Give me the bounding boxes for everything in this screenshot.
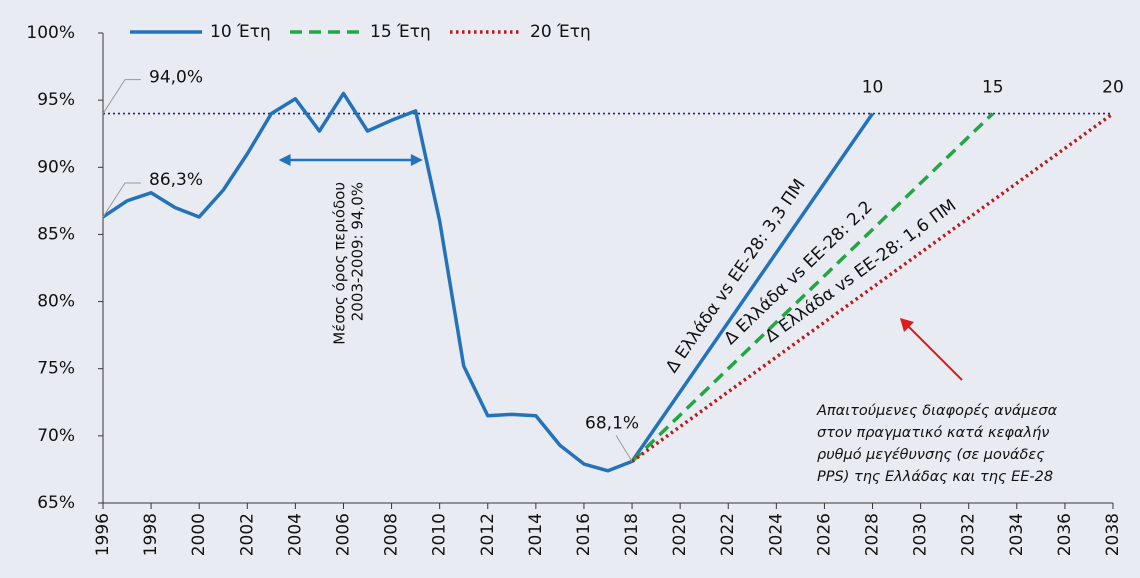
legend-label: 10 Έτη <box>210 22 271 42</box>
note-line: PPS) της Ελλάδας και της ΕΕ-28 <box>817 469 1053 485</box>
y-tick-label: 90% <box>37 157 75 177</box>
y-tick-label: 70% <box>37 426 75 446</box>
note-line: ρυθμό μεγέθυνσης (σε μονάδες <box>817 447 1045 463</box>
leader-line <box>102 182 141 218</box>
note-arrow <box>907 325 963 381</box>
arrow-head <box>410 154 423 166</box>
x-tick-label: 2032 <box>959 513 979 556</box>
x-tick-label: 2012 <box>478 513 498 556</box>
x-tick-label: 2014 <box>526 513 546 556</box>
point-label: 86,3% <box>149 170 203 190</box>
x-tick-label: 1998 <box>141 513 161 556</box>
end-label: 10 <box>862 78 884 98</box>
x-tick-label: 2030 <box>911 513 931 556</box>
leader-line <box>615 435 633 462</box>
reference-label: 94,0% <box>149 68 203 88</box>
period-note: 2003-2009: 94,0% <box>349 182 367 321</box>
end-label: 20 <box>1102 78 1124 98</box>
note-line: στον πραγματικό κατά κεφαλήν <box>817 425 1049 441</box>
x-tick-label: 2016 <box>574 513 594 556</box>
leader-line <box>102 79 141 114</box>
y-tick-label: 80% <box>37 292 75 312</box>
x-tick-label: 2018 <box>622 513 642 556</box>
arrow-head <box>278 154 291 166</box>
note-line: Απαιτούμενες διαφορές ανάμεσα <box>816 403 1058 419</box>
x-tick-label: 2026 <box>814 513 834 556</box>
legend-label: 20 Έτη <box>530 22 591 42</box>
x-tick-label: 2034 <box>1007 513 1027 556</box>
y-tick-label: 95% <box>37 90 75 110</box>
x-tick-label: 2006 <box>333 513 353 556</box>
series-line <box>630 112 994 463</box>
arrow-head <box>900 318 914 332</box>
y-tick-label: 85% <box>37 224 75 244</box>
point-label: 68,1% <box>585 413 639 433</box>
x-tick-label: 2002 <box>237 513 257 556</box>
y-tick-label: 75% <box>37 359 75 379</box>
x-tick-label: 2000 <box>189 513 209 556</box>
x-tick-label: 2036 <box>1055 513 1075 556</box>
end-label: 15 <box>982 78 1004 98</box>
x-tick-label: 2004 <box>285 513 305 556</box>
x-tick-label: 2028 <box>863 513 883 556</box>
x-tick-label: 2010 <box>430 513 450 556</box>
series-line <box>102 91 874 473</box>
legend-label: 15 Έτη <box>370 22 431 42</box>
period-note: Μέσος όρος περιόδου <box>331 182 349 345</box>
y-tick-label: 65% <box>37 493 75 513</box>
x-tick-label: 2024 <box>766 513 786 556</box>
x-tick-label: 2008 <box>382 513 402 556</box>
y-tick-label: 100% <box>26 23 75 43</box>
x-tick-label: 1996 <box>93 513 113 556</box>
x-tick-label: 2020 <box>670 513 690 556</box>
x-tick-label: 2038 <box>1103 513 1123 556</box>
x-tick-label: 2022 <box>718 513 738 556</box>
